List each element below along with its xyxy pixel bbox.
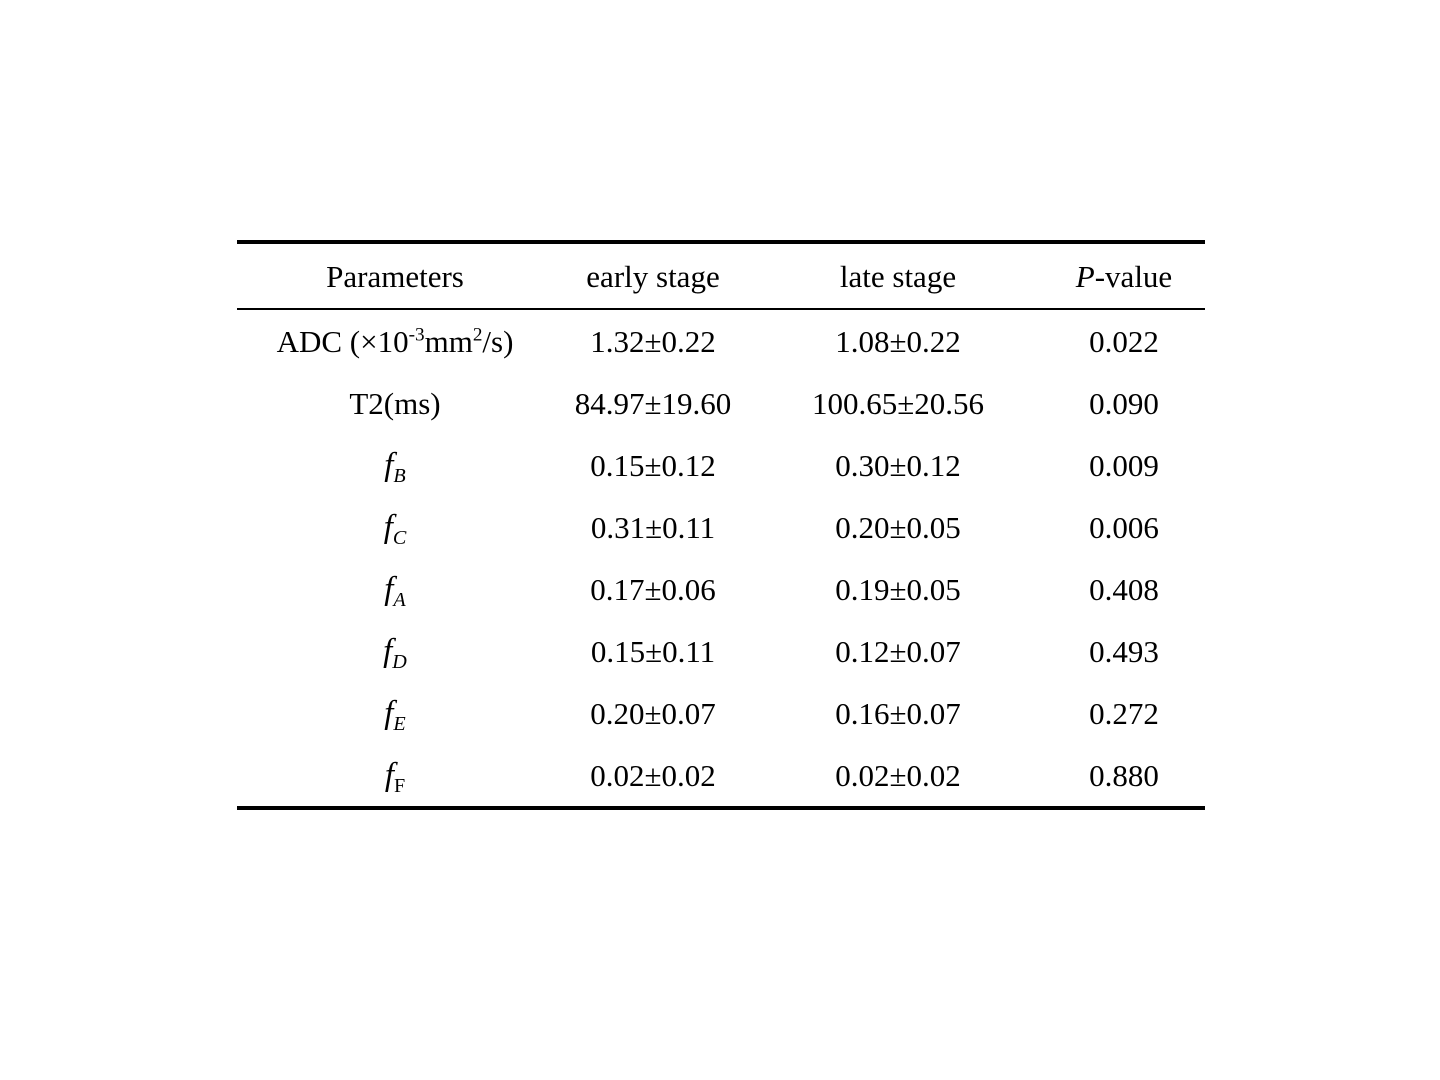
p-value: 0.009 — [1043, 434, 1205, 496]
table-row-fF: fF 0.02±0.02 0.02±0.02 0.880 — [237, 744, 1205, 808]
p-value: 0.408 — [1043, 558, 1205, 620]
f-subscript: C — [393, 527, 406, 549]
f-subscript: D — [392, 651, 407, 673]
page: Parameters early stage late stage P-valu… — [0, 0, 1440, 1080]
param-text: ADC (×10 — [277, 324, 409, 359]
f-subscript: B — [393, 465, 405, 487]
table-row-fE: fE 0.20±0.07 0.16±0.07 0.272 — [237, 682, 1205, 744]
table-row-fD: fD 0.15±0.11 0.12±0.07 0.493 — [237, 620, 1205, 682]
early-stage-value: 0.31±0.11 — [553, 496, 753, 558]
param-label-fC: fC — [237, 496, 553, 558]
early-stage-value: 0.15±0.12 — [553, 434, 753, 496]
p-value-rest: -value — [1095, 259, 1172, 294]
table-row-adc: ADC (×10-3mm2/s) 1.32±0.22 1.08±0.22 0.0… — [237, 309, 1205, 372]
header-late-stage: late stage — [753, 242, 1043, 309]
header-early-stage: early stage — [553, 242, 753, 309]
table-header-row: Parameters early stage late stage P-valu… — [237, 242, 1205, 309]
f-symbol: f — [383, 633, 392, 669]
param-superscript: 2 — [473, 324, 483, 345]
p-value: 0.090 — [1043, 372, 1205, 434]
early-stage-value: 84.97±19.60 — [553, 372, 753, 434]
early-stage-value: 0.20±0.07 — [553, 682, 753, 744]
param-label-fA: fA — [237, 558, 553, 620]
f-symbol: f — [385, 757, 394, 793]
early-stage-value: 1.32±0.22 — [553, 309, 753, 372]
table-row-fA: fA 0.17±0.06 0.19±0.05 0.408 — [237, 558, 1205, 620]
late-stage-value: 100.65±20.56 — [753, 372, 1043, 434]
param-text: /s) — [482, 324, 513, 359]
param-label-fB: fB — [237, 434, 553, 496]
late-stage-value: 0.30±0.12 — [753, 434, 1043, 496]
header-parameters: Parameters — [237, 242, 553, 309]
f-subscript: E — [393, 713, 405, 735]
param-label-adc: ADC (×10-3mm2/s) — [237, 309, 553, 372]
param-text: mm — [425, 324, 473, 359]
param-label-t2: T2(ms) — [237, 372, 553, 434]
param-label-fF: fF — [237, 744, 553, 808]
early-stage-value: 0.17±0.06 — [553, 558, 753, 620]
p-value: 0.880 — [1043, 744, 1205, 808]
table-row-t2: T2(ms) 84.97±19.60 100.65±20.56 0.090 — [237, 372, 1205, 434]
p-value: 0.006 — [1043, 496, 1205, 558]
param-label-fD: fD — [237, 620, 553, 682]
f-subscript: F — [394, 775, 405, 797]
f-symbol: f — [384, 509, 393, 545]
f-subscript: A — [393, 589, 405, 611]
p-value: 0.022 — [1043, 309, 1205, 372]
table-row-fB: fB 0.15±0.12 0.30±0.12 0.009 — [237, 434, 1205, 496]
p-value: 0.272 — [1043, 682, 1205, 744]
p-value: 0.493 — [1043, 620, 1205, 682]
param-label-fE: fE — [237, 682, 553, 744]
late-stage-value: 0.19±0.05 — [753, 558, 1043, 620]
parameters-comparison-table: Parameters early stage late stage P-valu… — [237, 240, 1205, 810]
table-row-fC: fC 0.31±0.11 0.20±0.05 0.006 — [237, 496, 1205, 558]
late-stage-value: 0.20±0.05 — [753, 496, 1043, 558]
late-stage-value: 0.12±0.07 — [753, 620, 1043, 682]
late-stage-value: 1.08±0.22 — [753, 309, 1043, 372]
header-p-value: P-value — [1043, 242, 1205, 309]
late-stage-value: 0.16±0.07 — [753, 682, 1043, 744]
param-superscript: -3 — [409, 324, 425, 345]
early-stage-value: 0.02±0.02 — [553, 744, 753, 808]
early-stage-value: 0.15±0.11 — [553, 620, 753, 682]
late-stage-value: 0.02±0.02 — [753, 744, 1043, 808]
p-value-italic-p: P — [1076, 259, 1095, 294]
